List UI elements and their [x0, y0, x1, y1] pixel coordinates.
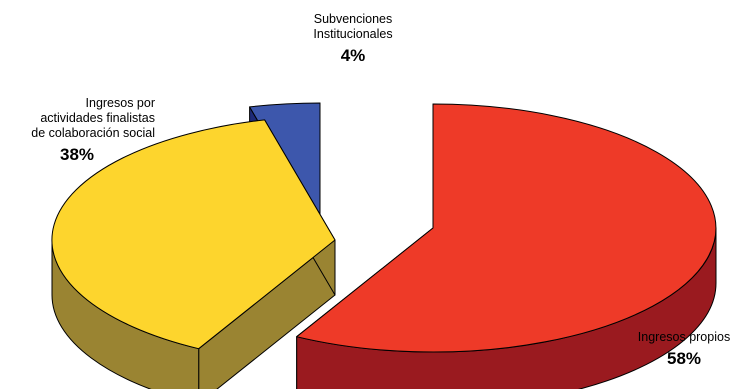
pie-slice-ingresos-1 [51, 119, 336, 350]
pie-slice-ingresos-0 [296, 103, 717, 353]
slice-label-subvenciones: Subvenciones Institucionales 4% [288, 12, 418, 66]
slice-label-actividades-line-3: de colaboración social [31, 126, 155, 140]
slice-label-ingresos-propios-line-1: Ingresos propios [637, 330, 731, 344]
slice-percent-subvenciones: 4% [340, 46, 366, 65]
slice-label-subvenciones-line-2: Institucionales [313, 27, 393, 41]
slice-label-ingresos-propios: Ingresos propios 58% [625, 330, 743, 369]
slice-percent-actividades: 38% [60, 145, 95, 164]
slice-label-subvenciones-line-1: Subvenciones [313, 12, 393, 26]
slice-label-actividades-line-2: actividades finalistas [40, 111, 155, 125]
slice-percent-ingresos-propios: 58% [666, 349, 702, 368]
slice-label-actividades-line-1: Ingresos por [85, 96, 155, 110]
slice-label-actividades: Ingresos por actividades finalistas de c… [5, 96, 155, 165]
